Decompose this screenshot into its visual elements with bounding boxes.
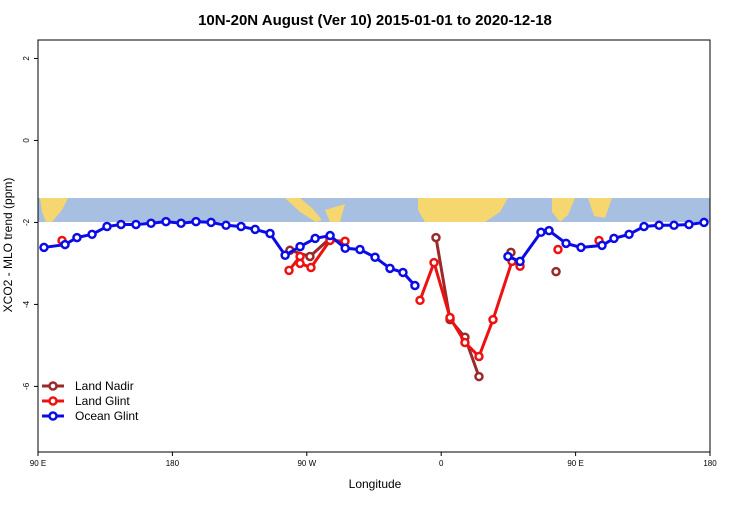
point — [176, 218, 186, 228]
point — [699, 217, 709, 228]
point — [576, 242, 586, 253]
point — [503, 251, 513, 262]
point — [488, 314, 498, 325]
point — [325, 230, 335, 241]
y-tick-label: -4 — [22, 300, 31, 308]
point — [236, 221, 246, 232]
point — [87, 229, 97, 240]
point — [544, 225, 554, 236]
chart-title: 10N-20N August (Ver 10) 2015-01-01 to 20… — [198, 12, 552, 29]
point — [265, 228, 275, 239]
point — [536, 227, 546, 238]
point — [102, 221, 112, 232]
x-tick-label: 90 W — [297, 459, 316, 468]
point — [429, 257, 439, 268]
point — [474, 351, 484, 362]
point — [306, 262, 316, 273]
point — [654, 220, 664, 231]
point — [340, 243, 350, 254]
y-tick-label: -2 — [22, 218, 31, 226]
y-tick-label: 2 — [22, 56, 31, 61]
point — [474, 371, 484, 382]
x-tick-label: 0 — [439, 459, 444, 468]
point — [39, 242, 49, 253]
point — [385, 263, 395, 274]
series-line — [418, 257, 521, 360]
point — [280, 250, 290, 260]
point — [370, 252, 380, 263]
point — [398, 267, 408, 278]
point — [460, 337, 470, 348]
point — [551, 266, 561, 277]
y-tick-label: -6 — [22, 382, 31, 390]
point — [60, 239, 70, 250]
legend-label: Land Nadir — [75, 379, 134, 393]
point — [609, 233, 619, 244]
point — [161, 216, 171, 227]
point — [221, 220, 231, 231]
y-axis-label: XCO2 - MLO trend (ppm) — [1, 178, 15, 313]
legend-label: Ocean Glint — [75, 409, 139, 423]
point — [431, 232, 441, 243]
point — [191, 216, 201, 227]
legend-marker — [48, 381, 58, 391]
point — [355, 244, 365, 255]
point — [684, 219, 694, 230]
point — [310, 233, 320, 244]
point — [284, 265, 294, 276]
point — [131, 219, 141, 230]
legend-label: Land Glint — [75, 394, 130, 408]
point — [445, 312, 455, 323]
point — [250, 224, 260, 235]
map-band — [38, 198, 710, 222]
x-tick-label: 180 — [703, 459, 717, 468]
x-tick-label: 180 — [166, 459, 180, 468]
point — [624, 229, 634, 240]
point — [206, 217, 216, 228]
plot-frame — [37, 39, 711, 453]
point — [295, 241, 305, 252]
point — [72, 232, 82, 243]
point — [116, 219, 126, 230]
series-line — [434, 237, 481, 378]
point — [669, 220, 679, 231]
legend-marker — [48, 411, 58, 421]
x-axis-label: Longitude — [349, 477, 402, 491]
point — [295, 258, 305, 269]
point — [553, 244, 563, 255]
point — [515, 256, 525, 267]
x-tick-label: 90 E — [567, 459, 583, 468]
y-tick-label: 0 — [22, 138, 31, 143]
point — [305, 251, 315, 262]
point — [639, 221, 649, 232]
point — [415, 295, 425, 306]
point — [597, 240, 607, 251]
point — [561, 238, 571, 249]
point — [410, 280, 420, 291]
point — [146, 218, 156, 228]
legend-marker — [48, 396, 58, 406]
x-tick-label: 90 E — [30, 459, 46, 468]
